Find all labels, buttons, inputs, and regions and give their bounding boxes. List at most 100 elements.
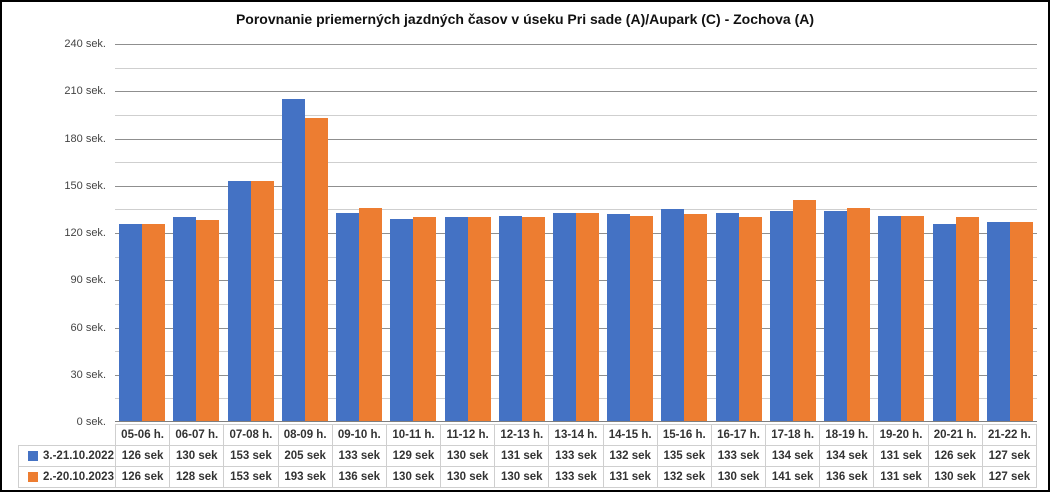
value-cell: 153 sek (223, 445, 279, 467)
y-tick-label: 60 sek. (70, 321, 106, 334)
legend-series-name: 3.-21.10.2022 (43, 450, 114, 462)
minor-gridline (115, 114, 1037, 116)
y-tick-label: 240 sek. (64, 38, 106, 50)
bar-series1 (498, 215, 522, 422)
value-cell: 127 sek (981, 445, 1038, 467)
table-corner-cell (19, 425, 116, 446)
bar-series1 (932, 223, 956, 422)
table-row-series2: 2.-20.10.2023 126 sek 128 sek 153 sek 193 se… (18, 466, 1038, 488)
value-cell: 130 sek (494, 466, 550, 488)
value-cell: 205 sek (277, 445, 333, 467)
category-header-cell: 19-20 h. (873, 424, 929, 446)
bar-series1 (878, 215, 902, 422)
table-header-row: 05-06 h. 06-07 h. 07-08 h. 08-09 h. 09-10 h.… (19, 424, 1038, 446)
bar-group (983, 44, 1037, 422)
bar-group (223, 44, 277, 422)
bar-group (278, 44, 332, 422)
bar-series1 (715, 212, 739, 422)
value-cell: 128 sek (169, 466, 225, 488)
bar-series1 (661, 209, 685, 422)
bar-series1 (824, 210, 848, 422)
major-gridline (115, 44, 1037, 45)
chart-title: Porovnanie priemerných jazdných časov v … (235, 11, 815, 27)
category-header-cell: 05-06 h. (114, 424, 171, 446)
bar-series2 (738, 217, 762, 422)
bar-series2 (1009, 221, 1033, 422)
bar-series2 (575, 212, 599, 422)
bar-group (495, 44, 549, 422)
legend-swatch-icon (28, 472, 38, 482)
value-cell: 130 sek (440, 466, 496, 488)
y-tick-label: 210 sek. (64, 85, 106, 98)
bar-group (874, 44, 928, 422)
bar-group (440, 44, 494, 422)
legend-swatch-icon (28, 451, 38, 461)
bar-series1 (281, 99, 305, 422)
bar-series2 (304, 118, 328, 422)
bar-series1 (173, 217, 197, 422)
value-cell: 130 sek (385, 466, 442, 488)
bar-group (549, 44, 603, 422)
value-cell: 126 sek (114, 466, 171, 488)
category-header-cell: 06-07 h. (169, 424, 225, 446)
minor-gridline (115, 67, 1037, 69)
category-header-cell: 21-22 h. (981, 424, 1038, 446)
category-header-cell: 14-15 h. (602, 424, 658, 446)
value-cell: 193 sek (277, 466, 333, 488)
bar-series2 (250, 181, 274, 422)
minor-gridline (115, 162, 1037, 164)
value-cell: 130 sek (710, 466, 767, 488)
bar-series1 (336, 212, 360, 422)
value-cell: 130 sek (927, 466, 983, 488)
y-tick-label: 90 sek. (70, 274, 106, 287)
major-gridline (115, 91, 1037, 93)
category-header-cell: 16-17 h. (710, 424, 767, 446)
major-gridline (115, 138, 1037, 140)
bar-series1 (390, 218, 414, 422)
value-cell: 129 sek (385, 445, 442, 467)
value-cell: 153 sek (223, 466, 279, 488)
bar-series1 (986, 221, 1010, 422)
minor-gridline (115, 209, 1037, 211)
bar-group (657, 44, 711, 422)
category-header-cell: 09-10 h. (331, 424, 387, 446)
bar-series1 (119, 223, 143, 422)
category-header-cell: 10-11 h. (385, 424, 442, 446)
bar-series2 (955, 217, 979, 422)
category-header-cell: 15-16 h. (656, 424, 712, 446)
bar-series2 (792, 199, 816, 422)
bar-series2 (413, 217, 437, 422)
y-tick-label: 0 sek. (76, 416, 106, 428)
value-cell: 131 sek (602, 466, 658, 488)
value-cell: 130 sek (169, 445, 225, 467)
table-row-series1: 3.-21.10.2022 126 sek 130 sek 153 sek 205 se… (18, 445, 1038, 467)
bars-row (115, 44, 1037, 422)
bar-series2 (359, 207, 383, 422)
value-cell: 141 sek (765, 466, 821, 488)
y-axis: 0 sek. 30 sek. 60 sek. 90 sek. 120 sek. 150 s… (2, 2, 110, 490)
category-header-cell: 11-12 h. (440, 424, 496, 446)
bar-group (712, 44, 766, 422)
value-cell: 134 sek (765, 445, 821, 467)
y-tick-label: 120 sek. (64, 227, 106, 239)
x-axis-line (115, 421, 1037, 422)
bar-series2 (142, 223, 166, 422)
bar-series2 (196, 220, 220, 422)
y-tick-label: 180 sek. (64, 132, 106, 145)
bar-series2 (630, 215, 654, 422)
value-cell: 126 sek (114, 445, 171, 467)
value-cell: 136 sek (331, 466, 387, 488)
major-gridline (115, 185, 1037, 187)
bar-series2 (847, 207, 871, 422)
value-cell: 135 sek (656, 445, 712, 467)
plot-area (115, 44, 1037, 422)
bar-series1 (607, 214, 631, 422)
category-header-cell: 20-21 h. (927, 424, 983, 446)
legend-cell: 3.-21.10.2022 (18, 445, 116, 467)
bar-series2 (901, 215, 925, 422)
category-header-cell: 12-13 h. (494, 424, 550, 446)
bar-group (115, 44, 169, 422)
value-cell: 134 sek (819, 445, 875, 467)
bar-series1 (552, 212, 576, 422)
